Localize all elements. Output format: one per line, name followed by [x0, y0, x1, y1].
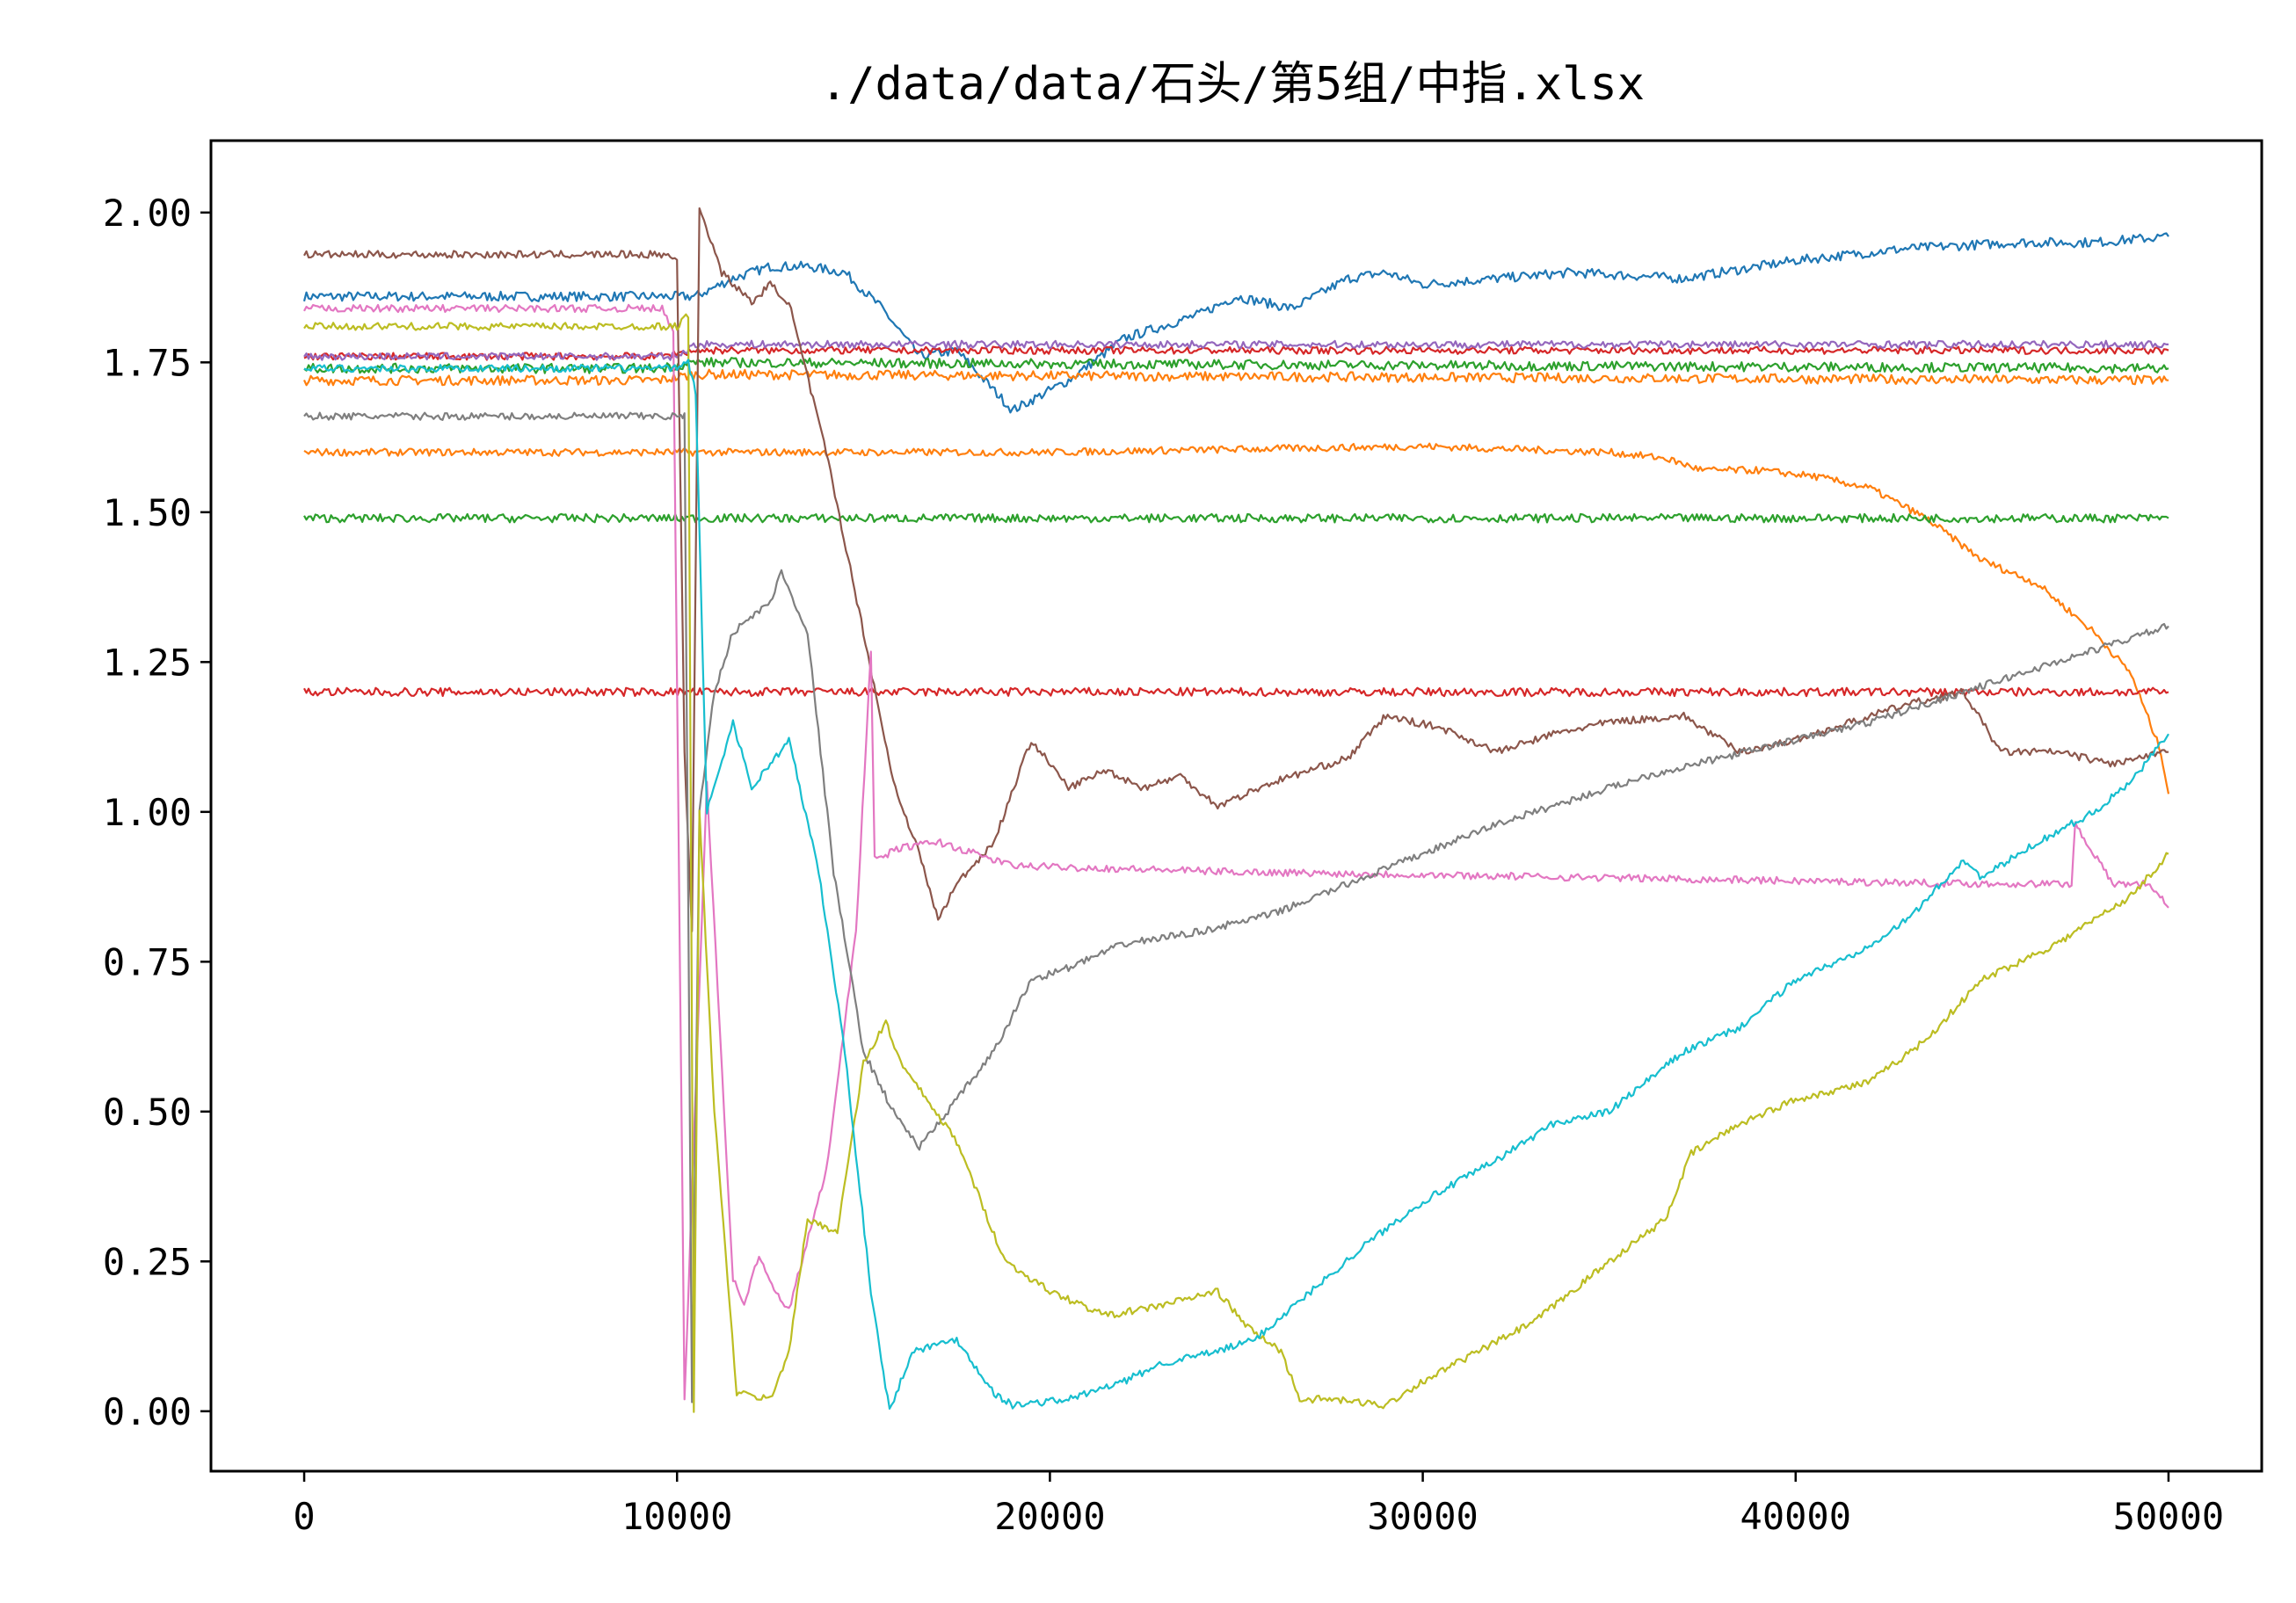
series-line-10	[303, 411, 2169, 1404]
y-tick-label: 0.00	[103, 1390, 192, 1433]
x-tick-label: 50000	[2113, 1495, 2224, 1538]
x-axis: 0 10000 20000 30000 40000 50000	[293, 1471, 2224, 1538]
series-line-6	[303, 686, 2169, 698]
x-tick-label: 10000	[621, 1495, 732, 1538]
x-tick-label: 20000	[994, 1495, 1105, 1538]
y-tick-label: 1.00	[103, 791, 192, 834]
series-line-9	[303, 303, 2169, 1401]
chart-title: ./data/data/石头/第5组/中指.xlsx	[820, 58, 1645, 111]
x-tick-label: 40000	[1740, 1495, 1851, 1538]
y-tick-label: 0.75	[103, 940, 192, 983]
x-tick-label: 30000	[1367, 1495, 1478, 1538]
series-line-3	[303, 357, 2169, 374]
series-line-7	[303, 339, 2169, 361]
plot-frame	[209, 139, 2263, 1473]
series-line-0	[302, 232, 2169, 414]
series-line-12	[303, 359, 2169, 1411]
series-line-11	[303, 313, 2169, 1413]
series-line-8	[303, 207, 2169, 932]
y-tick-label: 1.25	[103, 641, 192, 684]
plot-lines	[302, 207, 2170, 1413]
series-line-2	[303, 442, 2170, 794]
y-tick-label: 1.75	[103, 341, 192, 384]
y-tick-label: 2.00	[103, 192, 192, 235]
y-tick-label: 1.50	[103, 491, 192, 534]
x-tick-label: 0	[293, 1495, 315, 1538]
series-line-1	[302, 368, 2169, 387]
y-axis: 0.00 0.25 0.50 0.75 1.00 1.25 1.50 1.75 2.00	[103, 192, 211, 1433]
series-line-4	[303, 512, 2169, 524]
y-tick-label: 0.50	[103, 1091, 192, 1134]
y-tick-label: 0.25	[103, 1240, 192, 1283]
